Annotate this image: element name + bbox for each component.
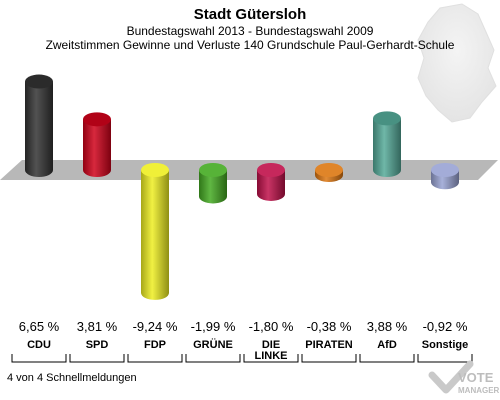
bars-group [25,74,459,300]
bar-fdp [141,163,169,300]
bar-grüne [199,163,227,204]
category-label: GRÜNE [193,338,233,351]
category-bracket [359,354,415,363]
category-label: DIE [262,339,280,351]
category-label: FDP [144,339,166,351]
checkmark-icon [428,360,474,394]
value-label: 3,81 % [77,319,118,334]
bar-spd [83,112,111,177]
category-label: SPD [86,339,109,351]
category-bracket [127,354,183,363]
category-label: PIRATEN [305,339,353,351]
bar-die-linke [257,163,285,201]
category-bracket [417,354,473,363]
chart-subtitle: Bundestagswahl 2013 - Bundestagswahl 200… [127,24,374,38]
category-bracket [243,354,299,363]
value-label: 6,65 % [19,319,60,334]
votemanager-logo: VOTE MANAGER [428,360,500,395]
bar-sonstige [431,163,459,190]
germany-map-icon [417,3,497,123]
logo-word-manager: MANAGER [458,386,500,395]
footer-note: 4 von 4 Schnellmeldungen [7,372,137,384]
logo-word-vote: VOTE [458,370,494,385]
bar-piraten [315,163,343,183]
category-bracket [301,354,357,363]
value-label: -0,38 % [307,319,352,334]
value-label: -1,80 % [249,319,294,334]
category-label: AfD [377,339,397,351]
bar-cdu [25,74,53,177]
chart-title: Stadt Gütersloh [194,6,307,23]
value-labels-group: 6,65 % 3,81 % -9,24 % -1,99 % -1,80 % -0,38 %… [19,319,468,334]
category-label: LINKE [255,350,288,362]
category-bracket [69,354,125,363]
value-label: -0,92 % [423,319,468,334]
category-bracket [185,354,241,363]
value-label: 3,88 % [367,319,408,334]
category-label: Sonstige [422,339,468,351]
bar-afd [373,111,401,177]
zero-line-band [0,160,498,180]
chart-subtitle-2: Zweitstimmen Gewinne und Verluste 140 Gr… [46,38,455,52]
category-label: CDU [27,339,51,351]
value-label: -9,24 % [133,319,178,334]
category-bracket [11,354,67,363]
value-label: -1,99 % [191,319,236,334]
